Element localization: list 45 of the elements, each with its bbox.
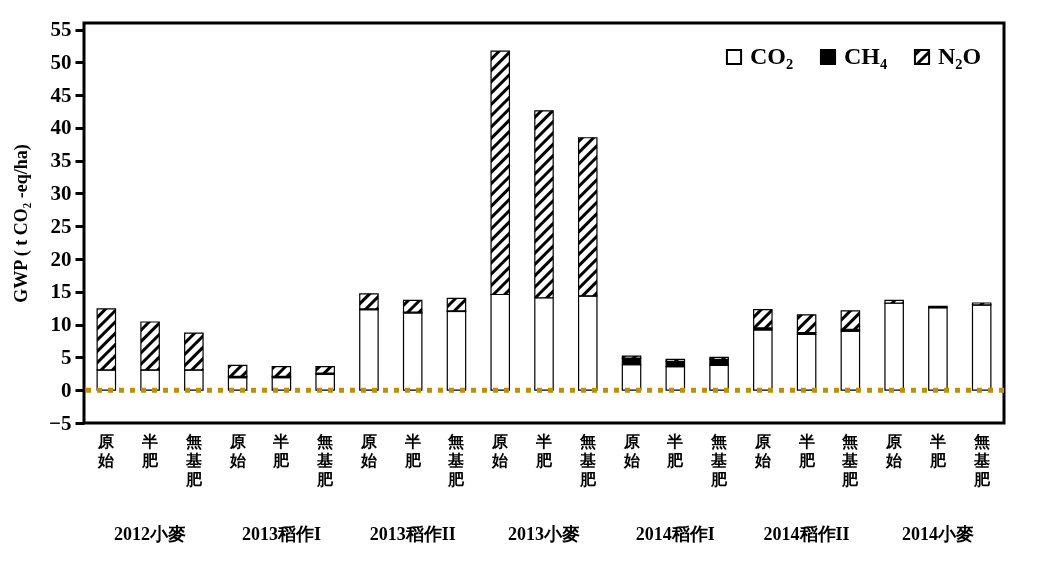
x-tick-label: 原始 <box>753 432 772 469</box>
y-tick-label: 30 <box>50 180 72 205</box>
x-tick-label: 半肥 <box>403 432 422 469</box>
y-tick-label: 0 <box>61 377 72 402</box>
x-tick-label: 原始 <box>228 432 247 469</box>
y-tick-label: 35 <box>50 148 72 173</box>
x-tick-label: 原始 <box>97 432 116 469</box>
x-tick-label: 無基肥 <box>578 432 597 488</box>
text: 2012小麥 <box>114 524 187 544</box>
x-tick-label: 半肥 <box>928 432 947 469</box>
x-tick-label: 無基肥 <box>447 432 466 488</box>
x-tick-label: 無基肥 <box>184 432 203 488</box>
y-tick-label: 15 <box>50 279 72 304</box>
y-tick-label: 10 <box>50 312 72 337</box>
x-tick-label: 半肥 <box>666 432 685 469</box>
y-tick-label: 40 <box>50 115 72 140</box>
y-tick-label: −5 <box>49 410 72 435</box>
text: 2013稻作II <box>369 524 456 544</box>
x-tick-label: 半肥 <box>797 432 816 469</box>
x-tick-label: 原始 <box>359 432 378 469</box>
y-tick-label: 25 <box>50 213 72 238</box>
x-tick-label: 半肥 <box>535 432 553 469</box>
legend-label: CH₄ <box>844 43 888 69</box>
x-tick-label: 半肥 <box>272 432 291 469</box>
x-tick-label: 無基肥 <box>316 432 335 488</box>
legend-label: N₂O <box>938 43 982 69</box>
x-tick-label: 無基肥 <box>841 432 860 488</box>
x-tick-label: 原始 <box>885 432 904 469</box>
y-tick-label: 55 <box>50 17 72 42</box>
y-axis-title: GWP ( t CO₂ -eq/ha) <box>11 144 33 303</box>
text: 2013稻作I <box>241 524 321 544</box>
x-tick-label: 無基肥 <box>972 432 991 488</box>
text: 2014稻作II <box>763 524 850 544</box>
x-tick-label: 半肥 <box>141 432 160 469</box>
x-tick-label: 無基肥 <box>710 432 729 488</box>
x-tick-label: 原始 <box>491 432 510 469</box>
y-tick-label: 45 <box>50 82 72 107</box>
text: 2014小麥 <box>901 524 974 544</box>
text: 2013小麥 <box>508 524 580 544</box>
x-tick-label: 原始 <box>622 432 641 469</box>
y-tick-label: 20 <box>50 246 72 271</box>
y-tick-label: 5 <box>61 344 72 369</box>
y-tick-label: 50 <box>50 49 72 74</box>
legend-label: CO₂ <box>750 43 794 69</box>
text: 2014稻作I <box>635 524 715 544</box>
